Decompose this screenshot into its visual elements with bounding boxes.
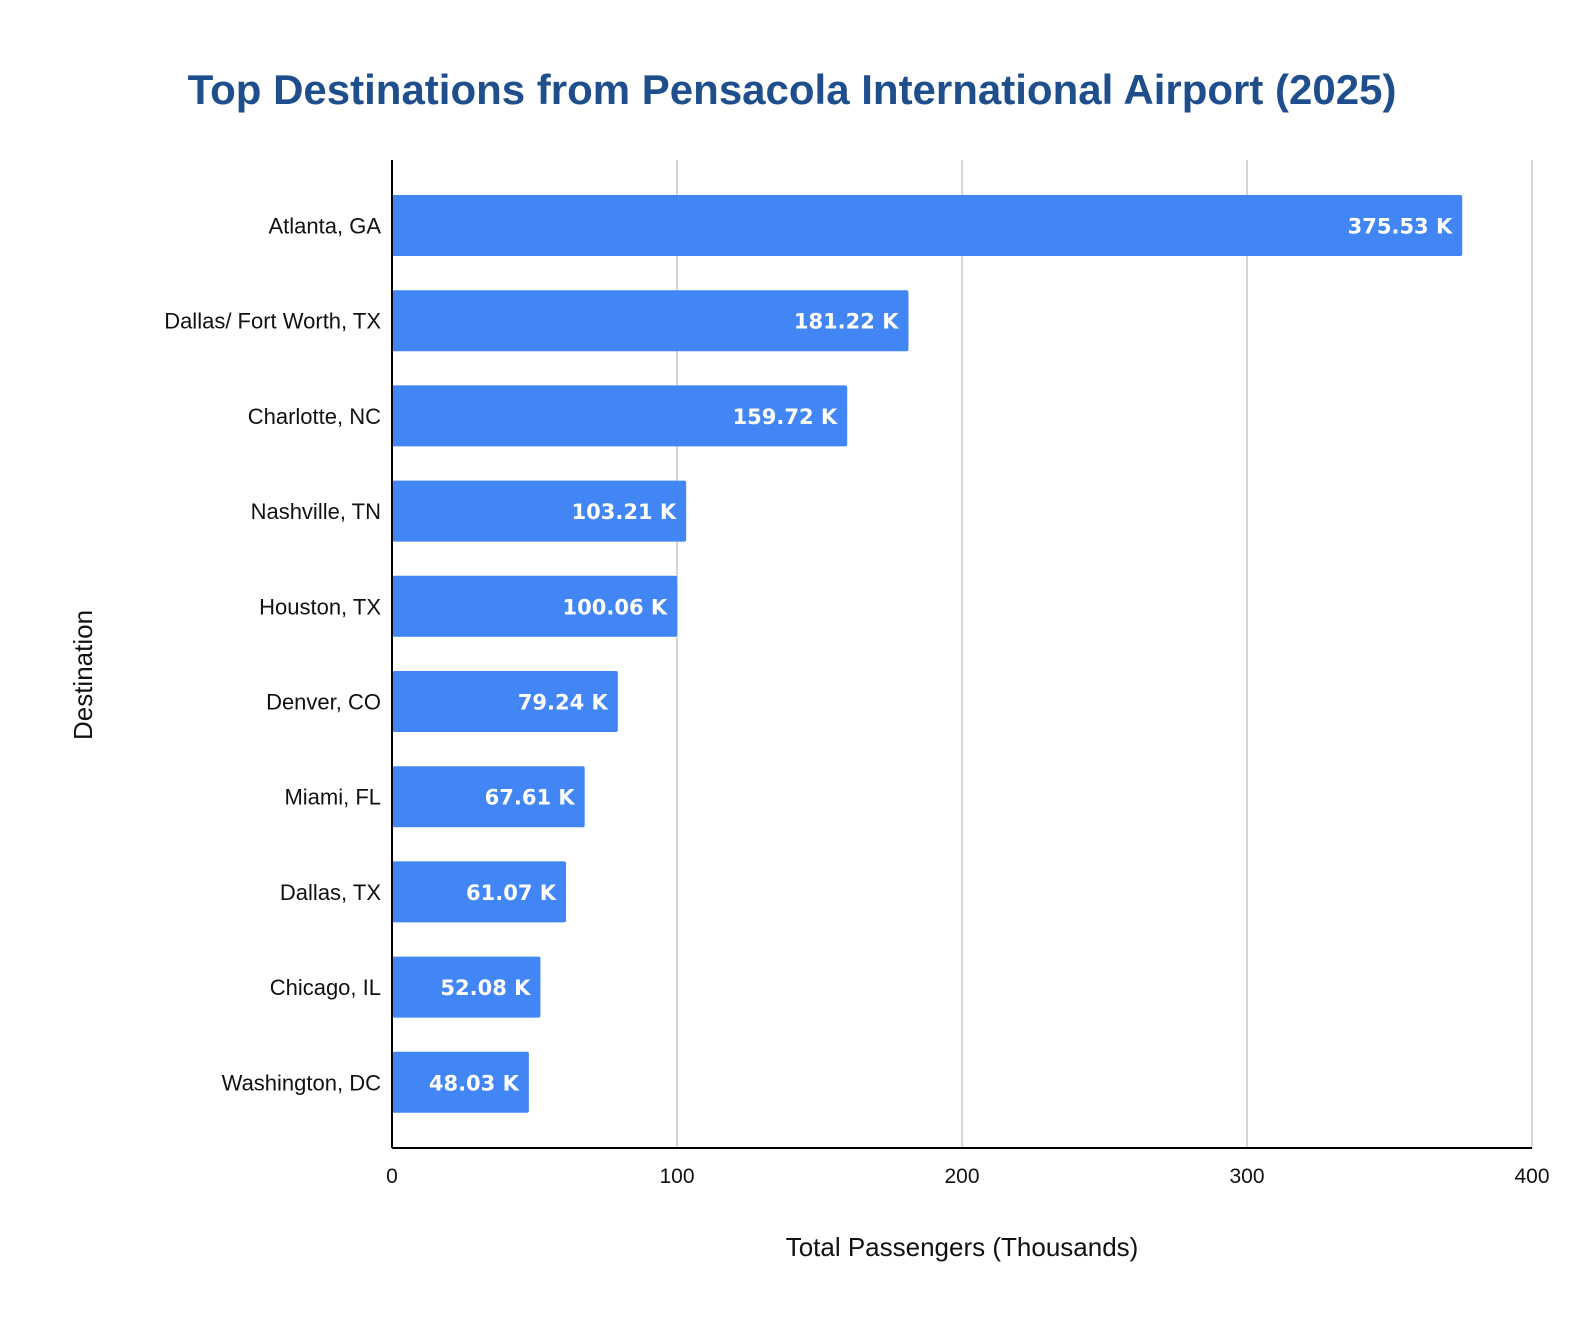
bar-data-label: 181.22 K (794, 310, 899, 334)
bar (392, 956, 541, 1018)
category-label: Chicago, IL (270, 975, 381, 1000)
x-tick-label: 200 (944, 1165, 979, 1188)
bar-data-label: 375.53 K (1348, 215, 1453, 239)
category-label: Miami, FL (284, 785, 381, 810)
chart-title: Top Destinations from Pensacola Internat… (188, 66, 1397, 113)
x-tick-label: 100 (659, 1165, 694, 1188)
y-axis-title: Destination (68, 610, 98, 740)
bar (392, 1051, 529, 1113)
x-tick-label: 400 (1514, 1165, 1549, 1188)
bars: 375.53 K 181.22 K 159.72 K 103.21 K 100.06 K… (392, 195, 1463, 1113)
bar (392, 195, 1463, 256)
bar (392, 861, 567, 923)
bar (392, 575, 678, 637)
bar (392, 480, 687, 542)
bar (392, 290, 909, 352)
bar (392, 766, 585, 828)
category-label: Dallas/ Fort Worth, TX (164, 309, 381, 334)
bar-data-label: 52.08 K (440, 976, 531, 1000)
gridlines (676, 160, 1533, 1148)
category-label: Denver, CO (266, 690, 381, 715)
bar-data-label: 100.06 K (563, 595, 668, 619)
category-label: Charlotte, NC (248, 404, 381, 429)
bar-data-label: 103.21 K (572, 500, 677, 524)
category-label: Atlanta, GA (268, 214, 381, 239)
axes: 0 100 200 300 400 Atlanta, GA Dallas/ Fort Wor… (164, 160, 1550, 1188)
bar-data-label: 159.72 K (733, 405, 838, 429)
x-tick-label: 300 (1229, 1165, 1264, 1188)
bar-data-label: 67.61 K (485, 786, 576, 810)
bar-data-label: 48.03 K (429, 1071, 520, 1095)
category-label: Dallas, TX (280, 880, 381, 905)
category-label: Houston, TX (259, 594, 381, 619)
bar-data-label: 61.07 K (466, 881, 557, 905)
bar-data-label: 79.24 K (518, 691, 609, 715)
x-tick-label: 0 (386, 1165, 398, 1188)
bar (392, 671, 618, 732)
category-label: Washington, DC (222, 1070, 381, 1095)
bar (392, 385, 848, 447)
x-axis-title: Total Passengers (Thousands) (786, 1232, 1139, 1262)
category-label: Nashville, TN (251, 499, 381, 524)
